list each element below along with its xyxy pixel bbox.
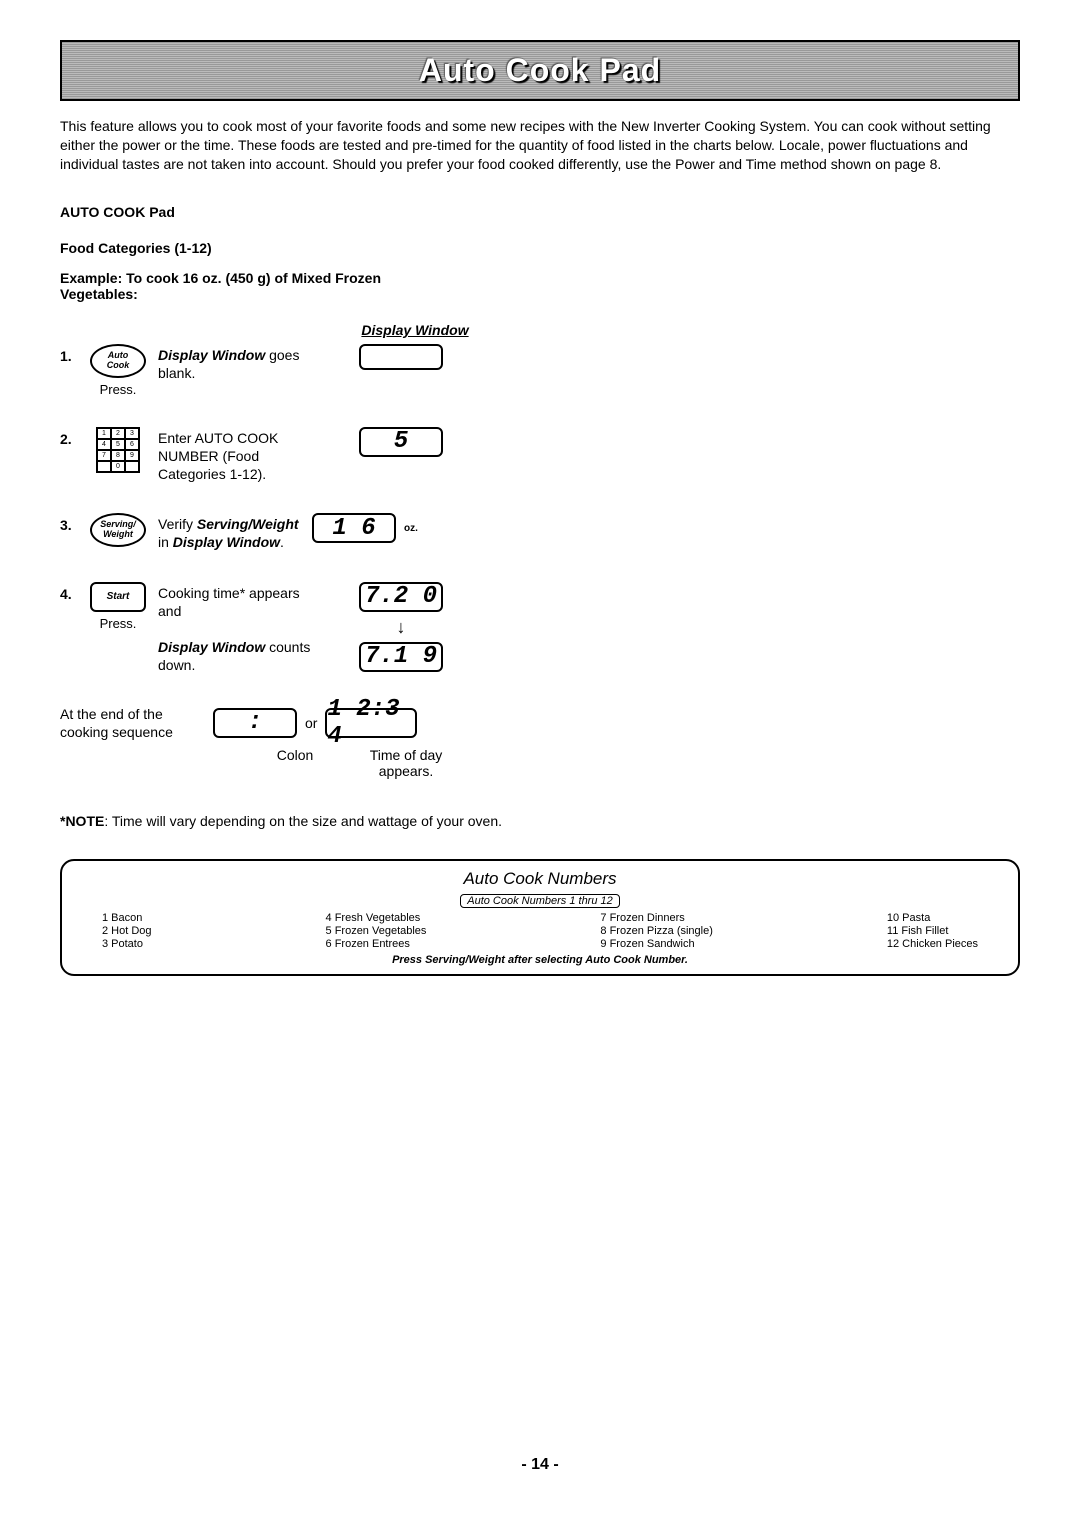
down-arrow-icon: ↓ [397, 618, 406, 636]
banner-title: Auto Cook Pad [419, 52, 661, 88]
numbers-col-2: 4 Fresh Vegetables 5 Frozen Vegetables 6… [326, 912, 427, 950]
step-3-text-e: . [280, 534, 284, 550]
numbers-subtitle-wrap: Auto Cook Numbers 1 thru 12 [82, 891, 998, 908]
end-sub-labels: Colon Time of day appears. [60, 747, 490, 779]
step-4-display: 7.2 0 ↓ 7.1 9 [312, 582, 490, 672]
step-3-text-a: Verify [158, 516, 197, 532]
display-720: 7.2 0 [359, 582, 443, 612]
step-1-text-a: Display Window [158, 347, 265, 363]
intro-paragraph: This feature allows you to cook most of … [60, 117, 1020, 174]
item-11: 11 Fish Fillet [887, 925, 978, 937]
item-10: 10 Pasta [887, 912, 978, 924]
item-4: 4 Fresh Vegetables [326, 912, 427, 924]
start-button-icon: Start [90, 582, 146, 612]
time-of-day-label: Time of day appears. [356, 747, 456, 779]
step-3-text-c: in [158, 534, 173, 550]
steps-area: Display Window 1. AutoCook Press. Displa… [60, 322, 490, 779]
numbers-col-1: 1 Bacon 2 Hot Dog 3 Potato [102, 912, 152, 950]
item-3: 3 Potato [102, 938, 152, 950]
step-4-text: Cooking time* appears and Display Window… [152, 582, 312, 675]
step-1-press: Press. [100, 382, 137, 397]
item-9: 9 Frozen Sandwich [600, 938, 713, 950]
example-heading: Example: To cook 16 oz. (450 g) of Mixed… [60, 270, 1020, 302]
keypad-icon: 123 456 789 0 [96, 427, 140, 473]
display-719: 7.1 9 [359, 642, 443, 672]
step-4: 4. Start Press. Cooking time* appears an… [60, 582, 490, 675]
item-5: 5 Frozen Vegetables [326, 925, 427, 937]
display-5: 5 [359, 427, 443, 457]
display-time-of-day: 1 2:3 4 [325, 708, 417, 738]
step-3: 3. Serving/Weight Verify Serving/Weight … [60, 513, 490, 551]
step-4-icon-col: Start Press. [84, 582, 152, 631]
heading-auto-cook-pad: AUTO COOK Pad [60, 204, 1020, 220]
numbers-grid: 1 Bacon 2 Hot Dog 3 Potato 4 Fresh Veget… [82, 912, 998, 950]
display-window-header: Display Window [340, 322, 490, 338]
oz-label: oz. [404, 523, 418, 534]
numbers-col-3: 7 Frozen Dinners 8 Frozen Pizza (single)… [600, 912, 713, 950]
step-1-display [312, 344, 490, 370]
step-4-text-a: Cooking time* appears and [158, 585, 300, 619]
display-colon: : [213, 708, 297, 738]
step-2-text: Enter AUTO COOK NUMBER (Food Categories … [152, 427, 312, 484]
step-4-text-b: Display Window [158, 639, 265, 655]
example-line-2: Vegetables: [60, 286, 138, 302]
step-1-num: 1. [60, 344, 84, 364]
display-16: 1 6 [312, 513, 396, 543]
step-3-text-b: Serving/Weight [197, 516, 299, 532]
auto-cook-button-icon: AutoCook [90, 344, 146, 378]
step-3-text-d: Display Window [173, 534, 280, 550]
note-label: *NOTE [60, 813, 104, 829]
step-1: 1. AutoCook Press. Display Window goes b… [60, 344, 490, 397]
note-text: : Time will vary depending on the size a… [104, 813, 502, 829]
colon-label: Colon [250, 747, 340, 779]
numbers-subtitle: Auto Cook Numbers 1 thru 12 [460, 894, 620, 908]
item-1: 1 Bacon [102, 912, 152, 924]
step-1-text: Display Window goes blank. [152, 344, 312, 382]
step-2-display: 5 [312, 427, 490, 457]
step-1-icon-col: AutoCook Press. [84, 344, 152, 397]
item-7: 7 Frozen Dinners [600, 912, 713, 924]
example-line-1: Example: To cook 16 oz. (450 g) of Mixed… [60, 270, 381, 286]
item-8: 8 Frozen Pizza (single) [600, 925, 713, 937]
step-2-num: 2. [60, 427, 84, 447]
item-6: 6 Frozen Entrees [326, 938, 427, 950]
step-3-icon-col: Serving/Weight [84, 513, 152, 547]
step-4-press: Press. [100, 616, 137, 631]
item-12: 12 Chicken Pieces [887, 938, 978, 950]
numbers-footer: Press Serving/Weight after selecting Aut… [82, 954, 998, 966]
end-text: At the end of the cooking sequence [60, 705, 205, 741]
or-text: or [305, 715, 317, 731]
step-2-icon-col: 123 456 789 0 [84, 427, 152, 473]
step-3-num: 3. [60, 513, 84, 533]
numbers-title: Auto Cook Numbers [82, 869, 998, 889]
display-blank [359, 344, 443, 370]
step-2: 2. 123 456 789 0 Enter AUTO COOK NUMBER … [60, 427, 490, 484]
auto-cook-numbers-box: Auto Cook Numbers Auto Cook Numbers 1 th… [60, 859, 1020, 976]
serving-weight-button-icon: Serving/Weight [90, 513, 146, 547]
note-paragraph: *NOTE: Time will vary depending on the s… [60, 813, 1020, 829]
heading-food-categories: Food Categories (1-12) [60, 240, 1020, 256]
item-2: 2 Hot Dog [102, 925, 152, 937]
end-row: At the end of the cooking sequence : or … [60, 705, 490, 741]
numbers-col-4: 10 Pasta 11 Fish Fillet 12 Chicken Piece… [887, 912, 978, 950]
title-banner: Auto Cook Pad [60, 40, 1020, 101]
page-number: - 14 - [60, 1456, 1020, 1474]
step-4-num: 4. [60, 582, 84, 602]
step-3-text: Verify Serving/Weight in Display Window. [152, 513, 312, 551]
step-3-display: 1 6 oz. [312, 513, 490, 543]
